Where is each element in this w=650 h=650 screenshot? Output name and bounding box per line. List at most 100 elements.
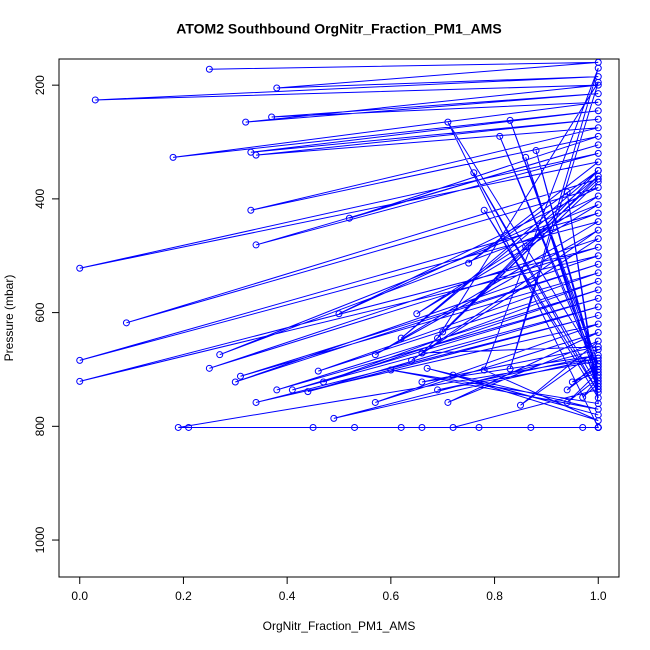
data-point [594, 175, 602, 183]
data-point [584, 356, 592, 364]
data-point [434, 386, 442, 394]
data-point [439, 328, 447, 336]
data-point [594, 343, 602, 351]
data-point [247, 148, 255, 156]
data-point [174, 423, 182, 431]
data-point [408, 356, 416, 364]
data-point [522, 243, 530, 251]
data-point [387, 366, 395, 374]
data-point [594, 385, 602, 393]
data-point [594, 218, 602, 226]
data-point [594, 90, 602, 98]
data-point [273, 84, 281, 92]
chart-title: ATOM2 Southbound OrgNitr_Fraction_PM1_AM… [176, 21, 501, 37]
x-tick-label: 0.0 [71, 589, 88, 603]
data-point [506, 116, 514, 124]
data-point [319, 378, 327, 386]
data-point [252, 151, 260, 159]
data-point [527, 423, 535, 431]
data-point [273, 386, 281, 394]
data-point [594, 303, 602, 311]
data-point [470, 169, 478, 177]
data-point [371, 351, 379, 359]
data-point [252, 241, 260, 249]
data-point [506, 365, 514, 373]
data-point [335, 310, 343, 318]
data-point [594, 201, 602, 209]
data-point [236, 372, 244, 380]
data-point [309, 423, 317, 431]
data-point [594, 98, 602, 106]
data-point [185, 423, 193, 431]
data-point [205, 65, 213, 73]
data-point [434, 334, 442, 342]
data-point [418, 349, 426, 357]
data-point [594, 243, 602, 251]
data-point [423, 364, 431, 372]
data-point [594, 320, 602, 328]
data-point [397, 334, 405, 342]
data-point [594, 226, 602, 234]
data-line [79, 61, 600, 428]
data-point [563, 386, 571, 394]
y-tick-label: 800 [33, 416, 47, 436]
data-point [345, 214, 353, 222]
data-point [594, 149, 602, 157]
data-point [371, 398, 379, 406]
y-tick-label: 1000 [33, 526, 47, 553]
data-point [418, 378, 426, 386]
x-tick-label: 0.4 [279, 589, 296, 603]
data-point [480, 366, 488, 374]
data-point [594, 294, 602, 302]
data-point [594, 277, 602, 285]
data-point [122, 319, 130, 327]
data-point [268, 113, 276, 121]
x-axis-label: OrgNitr_Fraction_PM1_AMS [263, 619, 416, 633]
data-point [444, 398, 452, 406]
data-point [397, 423, 405, 431]
data-point [594, 269, 602, 277]
data-point [444, 118, 452, 126]
data-point [351, 423, 359, 431]
data-point [594, 209, 602, 217]
data-point [563, 398, 571, 406]
y-axis-label: Pressure (mbar) [2, 275, 16, 362]
data-point [594, 417, 602, 425]
data-point [252, 398, 260, 406]
x-tick-label: 0.2 [175, 589, 192, 603]
data-point [76, 377, 84, 385]
data-point [522, 153, 530, 161]
data-point [594, 64, 602, 72]
y-tick-label: 400 [33, 189, 47, 209]
data-point [242, 118, 250, 126]
x-tick-label: 1.0 [590, 589, 607, 603]
data-point [563, 188, 571, 196]
data-point [475, 423, 483, 431]
data-point [231, 378, 239, 386]
data-point [449, 371, 457, 379]
data-point [594, 132, 602, 140]
data-point [76, 264, 84, 272]
data-point [594, 235, 602, 243]
data-point [418, 423, 426, 431]
data-point [579, 423, 587, 431]
data-point [205, 364, 213, 372]
data-point [594, 115, 602, 123]
data-point [594, 107, 602, 115]
data-point [594, 311, 602, 319]
data-point [314, 367, 322, 375]
data-point [91, 96, 99, 104]
data-point [496, 132, 504, 140]
data-point [594, 178, 602, 186]
data-point [288, 386, 296, 394]
data-point [594, 423, 602, 431]
data-point [247, 206, 255, 214]
data-point [76, 356, 84, 364]
data-point [304, 388, 312, 396]
data-point [330, 414, 338, 422]
data-point [594, 158, 602, 166]
y-tick-label: 600 [33, 302, 47, 322]
x-tick-label: 0.8 [486, 589, 503, 603]
data-point [594, 124, 602, 132]
